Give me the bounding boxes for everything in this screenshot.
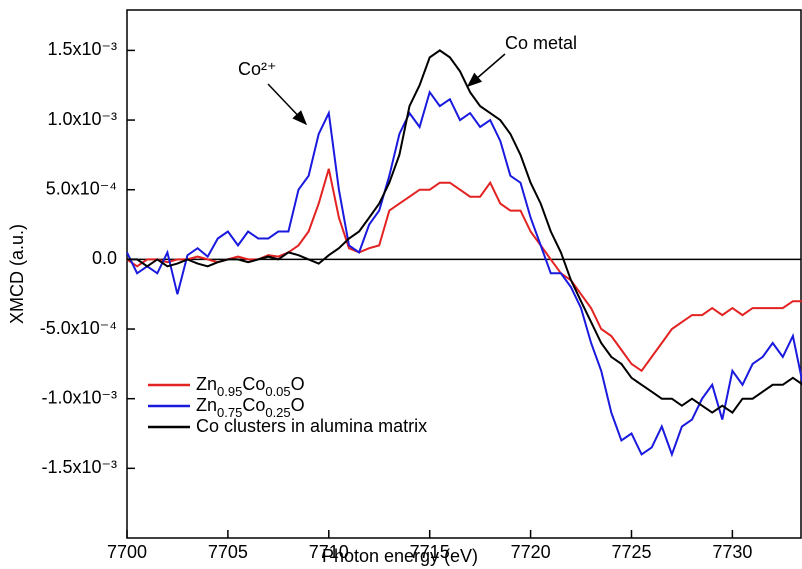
y-tick-label: 5.0x10⁻⁴: [46, 178, 117, 198]
x-tick-label: 7705: [208, 542, 248, 562]
x-tick-label: 7730: [712, 542, 752, 562]
legend-label: Zn0.75Co0.25O: [196, 395, 305, 420]
x-tick-label: 7710: [309, 542, 349, 562]
x-tick-label: 7715: [410, 542, 450, 562]
x-tick-label: 7720: [511, 542, 551, 562]
y-tick-label: 1.5x10⁻³: [47, 39, 117, 59]
x-tick-label: 7725: [611, 542, 651, 562]
legend-label: Zn0.95Co0.05O: [196, 374, 305, 399]
x-tick-label: 7700: [107, 542, 147, 562]
annotation-arrow: [267, 83, 308, 126]
y-axis-label: XMCD (a.u.): [7, 224, 27, 324]
x-axis-label: Photon energy (eV): [322, 546, 478, 566]
y-tick-label: -1.5x10⁻³: [41, 457, 117, 477]
series-line: [126, 89, 802, 458]
annotation: Co²⁺: [238, 59, 277, 79]
series-line: [126, 168, 802, 373]
y-tick-label: -1.0x10⁻³: [41, 387, 117, 407]
annotation-arrow: [466, 53, 506, 87]
plot-frame: [126, 9, 802, 539]
legend-label: Co clusters in alumina matrix: [196, 416, 427, 436]
y-tick-label: 0.0: [92, 248, 117, 268]
annotation: Co metal: [505, 33, 577, 53]
series-line: [127, 49, 802, 414]
y-tick-label: 1.0x10⁻³: [47, 109, 117, 129]
y-tick-label: -5.0x10⁻⁴: [40, 318, 117, 338]
